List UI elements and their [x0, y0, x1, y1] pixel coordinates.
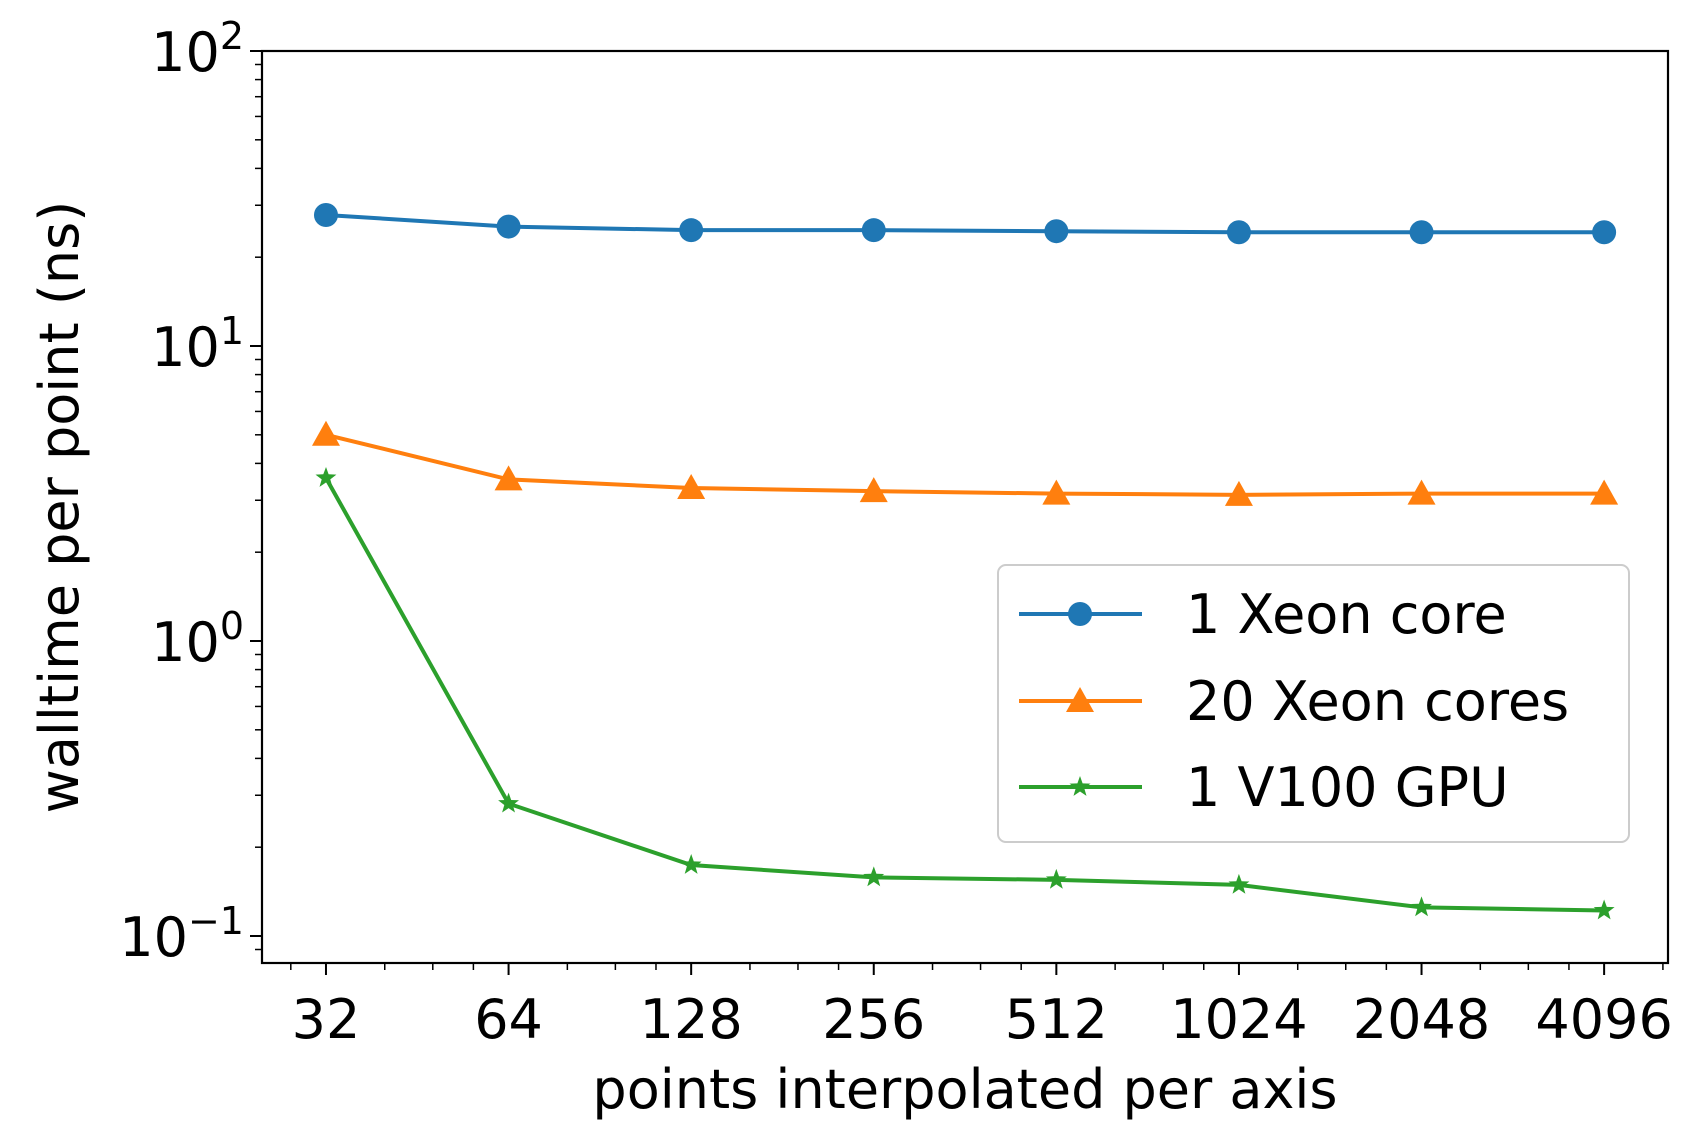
series-line-1	[325, 432, 1605, 497]
data-point-1-3	[859, 477, 888, 503]
y-axis-label: walltime per point (ns)	[28, 201, 91, 814]
x-tick-label: 32	[292, 988, 361, 1051]
legend-box	[997, 564, 1630, 843]
x-tick-label: 128	[640, 988, 743, 1051]
x-tick-label: 64	[474, 988, 543, 1051]
data-point-0-2	[679, 218, 704, 243]
data-point-1-1	[494, 465, 523, 491]
x-axis-label: points interpolated per axis	[592, 1058, 1337, 1121]
y-tick-label: 102	[151, 14, 244, 84]
legend-marker-1	[1066, 687, 1094, 712]
x-tick-label: 1024	[1170, 988, 1307, 1051]
data-point-1-5	[1224, 480, 1253, 506]
data-point-0-5	[1226, 220, 1251, 245]
legend-label: 1 V100 GPU	[1186, 756, 1509, 819]
series-line-0	[325, 213, 1605, 235]
legend-label: 20 Xeon cores	[1186, 670, 1569, 733]
data-point-0-1	[496, 214, 521, 239]
legend-label: 1 Xeon core	[1186, 583, 1507, 646]
legend-marker-2	[1069, 776, 1091, 796]
plot-frame	[260, 49, 1670, 965]
data-point-0-6	[1409, 220, 1434, 245]
y-tick-label: 10−1	[119, 899, 244, 969]
data-point-0-7	[1592, 220, 1617, 245]
data-point-2-0	[315, 467, 337, 487]
data-point-2-6	[1411, 896, 1432, 917]
data-point-2-5	[1228, 873, 1250, 894]
x-tick-label: 2048	[1353, 988, 1490, 1051]
data-point-2-1	[498, 792, 519, 813]
data-point-2-3	[863, 866, 885, 887]
data-point-2-4	[1045, 868, 1067, 889]
data-point-1-4	[1042, 479, 1071, 505]
data-point-0-0	[313, 203, 338, 228]
data-point-2-7	[1593, 899, 1615, 920]
data-point-1-0	[311, 420, 340, 446]
data-point-0-3	[861, 218, 886, 243]
data-point-0-4	[1044, 219, 1069, 244]
legend-marker-0	[1068, 602, 1092, 626]
y-tick-label: 100	[151, 604, 244, 674]
x-tick-label: 512	[1005, 988, 1108, 1051]
x-tick-label: 4096	[1535, 988, 1672, 1051]
data-point-1-6	[1407, 479, 1436, 505]
data-point-1-2	[677, 474, 706, 500]
data-point-1-7	[1590, 479, 1619, 505]
y-tick-label: 101	[151, 309, 244, 379]
data-point-2-2	[680, 854, 702, 874]
series-line-2	[324, 476, 1605, 913]
x-tick-label: 256	[822, 988, 925, 1051]
